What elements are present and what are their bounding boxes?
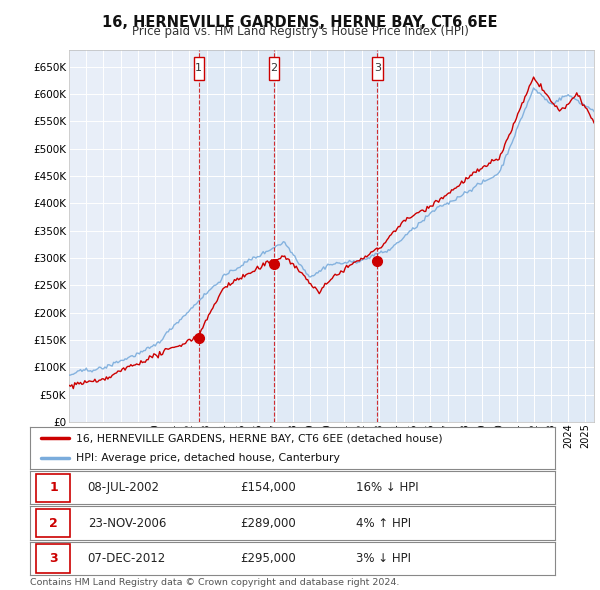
Text: Price paid vs. HM Land Registry's House Price Index (HPI): Price paid vs. HM Land Registry's House …: [131, 25, 469, 38]
Bar: [377, 50, 594, 422]
Text: 08-JUL-2002: 08-JUL-2002: [88, 481, 160, 494]
Text: HPI: Average price, detached house, Canterbury: HPI: Average price, detached house, Cant…: [76, 453, 340, 463]
Text: 16, HERNEVILLE GARDENS, HERNE BAY, CT6 6EE (detached house): 16, HERNEVILLE GARDENS, HERNE BAY, CT6 6…: [76, 433, 443, 443]
Text: 16% ↓ HPI: 16% ↓ HPI: [355, 481, 418, 494]
Text: 3: 3: [49, 552, 58, 565]
Text: £289,000: £289,000: [240, 516, 296, 530]
Text: 1: 1: [195, 63, 202, 73]
FancyBboxPatch shape: [36, 509, 70, 537]
Text: 16, HERNEVILLE GARDENS, HERNE BAY, CT6 6EE: 16, HERNEVILLE GARDENS, HERNE BAY, CT6 6…: [102, 15, 498, 30]
Text: 2: 2: [270, 63, 277, 73]
Text: Contains HM Land Registry data © Crown copyright and database right 2024.: Contains HM Land Registry data © Crown c…: [30, 578, 400, 587]
FancyBboxPatch shape: [36, 474, 70, 502]
FancyBboxPatch shape: [194, 57, 204, 80]
Text: 23-NOV-2006: 23-NOV-2006: [88, 516, 166, 530]
Bar: [274, 50, 377, 422]
Text: 3: 3: [374, 63, 381, 73]
Text: 4% ↑ HPI: 4% ↑ HPI: [355, 516, 410, 530]
Text: 07-DEC-2012: 07-DEC-2012: [88, 552, 166, 565]
FancyBboxPatch shape: [372, 57, 383, 80]
Text: 1: 1: [49, 481, 58, 494]
Text: 2: 2: [49, 516, 58, 530]
Bar: [199, 50, 274, 422]
FancyBboxPatch shape: [36, 545, 70, 572]
FancyBboxPatch shape: [269, 57, 279, 80]
Text: 3% ↓ HPI: 3% ↓ HPI: [355, 552, 410, 565]
Text: £154,000: £154,000: [240, 481, 296, 494]
Text: £295,000: £295,000: [240, 552, 296, 565]
